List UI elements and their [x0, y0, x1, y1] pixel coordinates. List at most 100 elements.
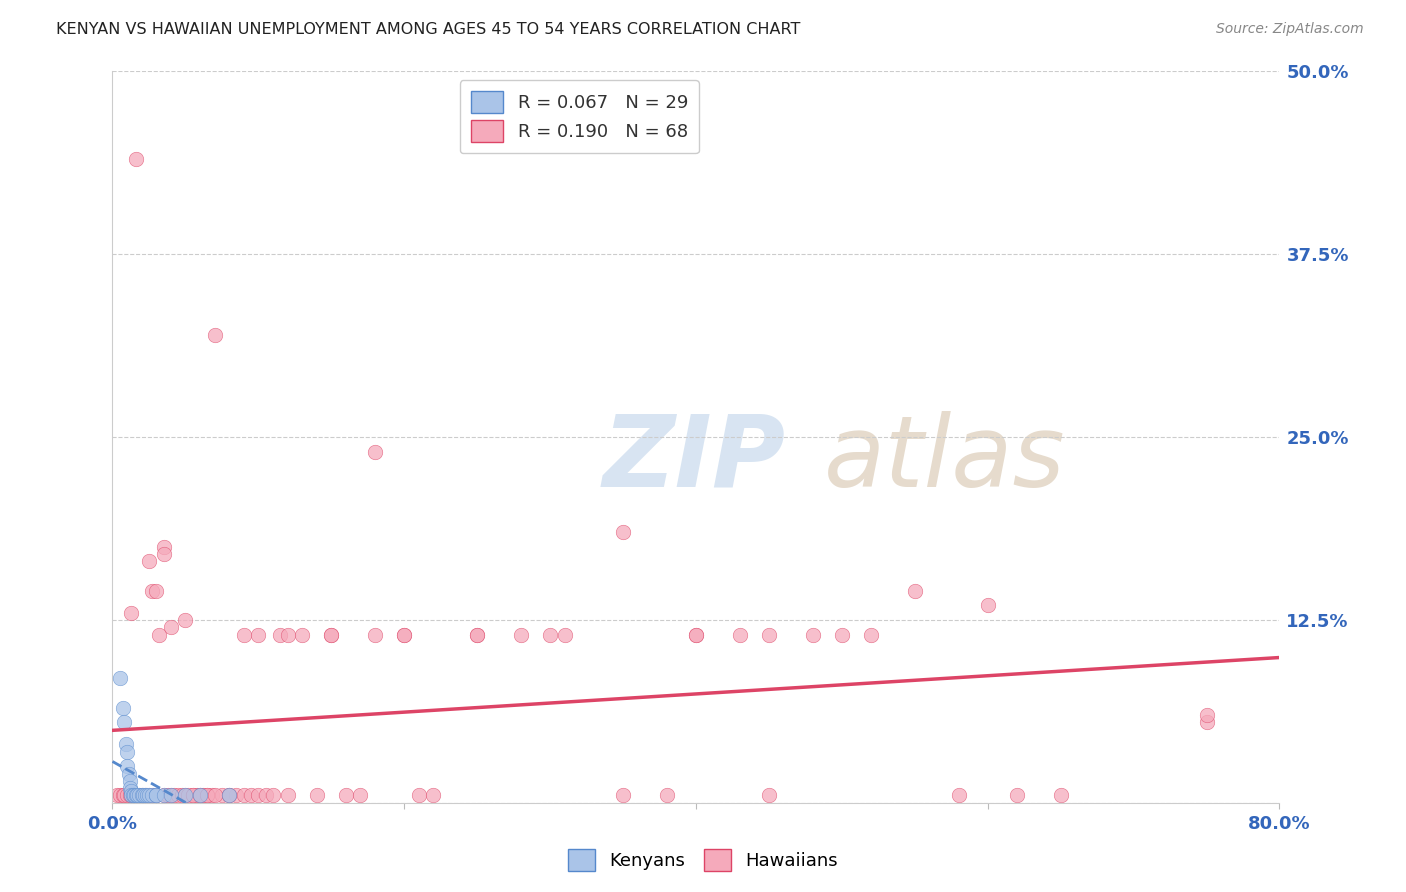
- Point: [1049, 789, 1071, 803]
- Point: [127, 789, 149, 803]
- Point: [131, 789, 153, 803]
- Point: [349, 789, 371, 803]
- Point: [758, 789, 780, 803]
- Point: [392, 627, 416, 641]
- Point: [831, 627, 853, 641]
- Point: [554, 627, 576, 641]
- Point: [392, 627, 416, 641]
- Point: [1195, 715, 1218, 730]
- Point: [128, 789, 150, 803]
- Point: [115, 789, 138, 803]
- Point: [152, 789, 174, 803]
- Point: [131, 789, 153, 803]
- Point: [655, 789, 678, 803]
- Point: [758, 627, 780, 641]
- Point: [240, 789, 263, 803]
- Point: [120, 789, 142, 803]
- Point: [122, 789, 145, 803]
- Point: [118, 781, 141, 796]
- Point: [138, 554, 160, 568]
- Point: [160, 789, 183, 803]
- Point: [976, 599, 998, 613]
- Point: [152, 789, 174, 803]
- Point: [364, 627, 387, 641]
- Point: [195, 789, 218, 803]
- Point: [211, 789, 233, 803]
- Point: [152, 547, 174, 561]
- Point: [128, 789, 150, 803]
- Point: [136, 789, 159, 803]
- Point: [465, 627, 488, 641]
- Point: [225, 789, 247, 803]
- Point: [160, 789, 183, 803]
- Point: [167, 789, 190, 803]
- Point: [204, 327, 226, 342]
- Point: [115, 759, 138, 773]
- Point: [232, 627, 254, 641]
- Point: [612, 789, 634, 803]
- Point: [127, 789, 149, 803]
- Point: [145, 789, 167, 803]
- Point: [904, 583, 927, 598]
- Point: [122, 789, 145, 803]
- Point: [145, 789, 167, 803]
- Point: [262, 789, 284, 803]
- Point: [276, 789, 298, 803]
- Point: [111, 700, 134, 714]
- Point: [125, 152, 148, 166]
- Point: [195, 789, 218, 803]
- Point: [125, 789, 148, 803]
- Point: [141, 789, 163, 803]
- Text: KENYAN VS HAWAIIAN UNEMPLOYMENT AMONG AGES 45 TO 54 YEARS CORRELATION CHART: KENYAN VS HAWAIIAN UNEMPLOYMENT AMONG AG…: [56, 22, 800, 37]
- Text: atlas: atlas: [824, 410, 1066, 508]
- Point: [612, 525, 634, 540]
- Legend: Kenyans, Hawaiians: Kenyans, Hawaiians: [561, 842, 845, 879]
- Point: [685, 627, 707, 641]
- Point: [188, 789, 211, 803]
- Point: [232, 789, 254, 803]
- Point: [156, 789, 179, 803]
- Point: [948, 789, 970, 803]
- Point: [108, 672, 131, 686]
- Point: [117, 766, 139, 780]
- Point: [115, 745, 138, 759]
- Legend: R = 0.067   N = 29, R = 0.190   N = 68: R = 0.067 N = 29, R = 0.190 N = 68: [460, 80, 699, 153]
- Point: [321, 627, 343, 641]
- Point: [188, 789, 211, 803]
- Point: [204, 789, 226, 803]
- Point: [247, 627, 270, 641]
- Point: [148, 627, 170, 641]
- Point: [118, 773, 141, 788]
- Point: [181, 789, 204, 803]
- Point: [112, 715, 135, 730]
- Point: [134, 789, 156, 803]
- Point: [141, 583, 163, 598]
- Point: [291, 627, 314, 641]
- Point: [120, 784, 142, 798]
- Point: [188, 789, 211, 803]
- Point: [120, 606, 142, 620]
- Point: [124, 789, 146, 803]
- Point: [108, 789, 131, 803]
- Point: [859, 627, 883, 641]
- Point: [1005, 789, 1028, 803]
- Point: [465, 627, 488, 641]
- Point: [422, 789, 444, 803]
- Point: [142, 789, 165, 803]
- Point: [174, 789, 197, 803]
- Point: [118, 789, 141, 803]
- Point: [145, 583, 167, 598]
- Point: [152, 540, 174, 554]
- Point: [163, 789, 186, 803]
- Point: [364, 444, 387, 458]
- Text: Source: ZipAtlas.com: Source: ZipAtlas.com: [1216, 22, 1364, 37]
- Point: [1195, 708, 1218, 723]
- Point: [111, 789, 134, 803]
- Point: [135, 789, 157, 803]
- Point: [114, 737, 136, 751]
- Point: [728, 627, 751, 641]
- Point: [218, 789, 240, 803]
- Point: [174, 613, 197, 627]
- Point: [186, 789, 208, 803]
- Text: ZIP: ZIP: [603, 410, 786, 508]
